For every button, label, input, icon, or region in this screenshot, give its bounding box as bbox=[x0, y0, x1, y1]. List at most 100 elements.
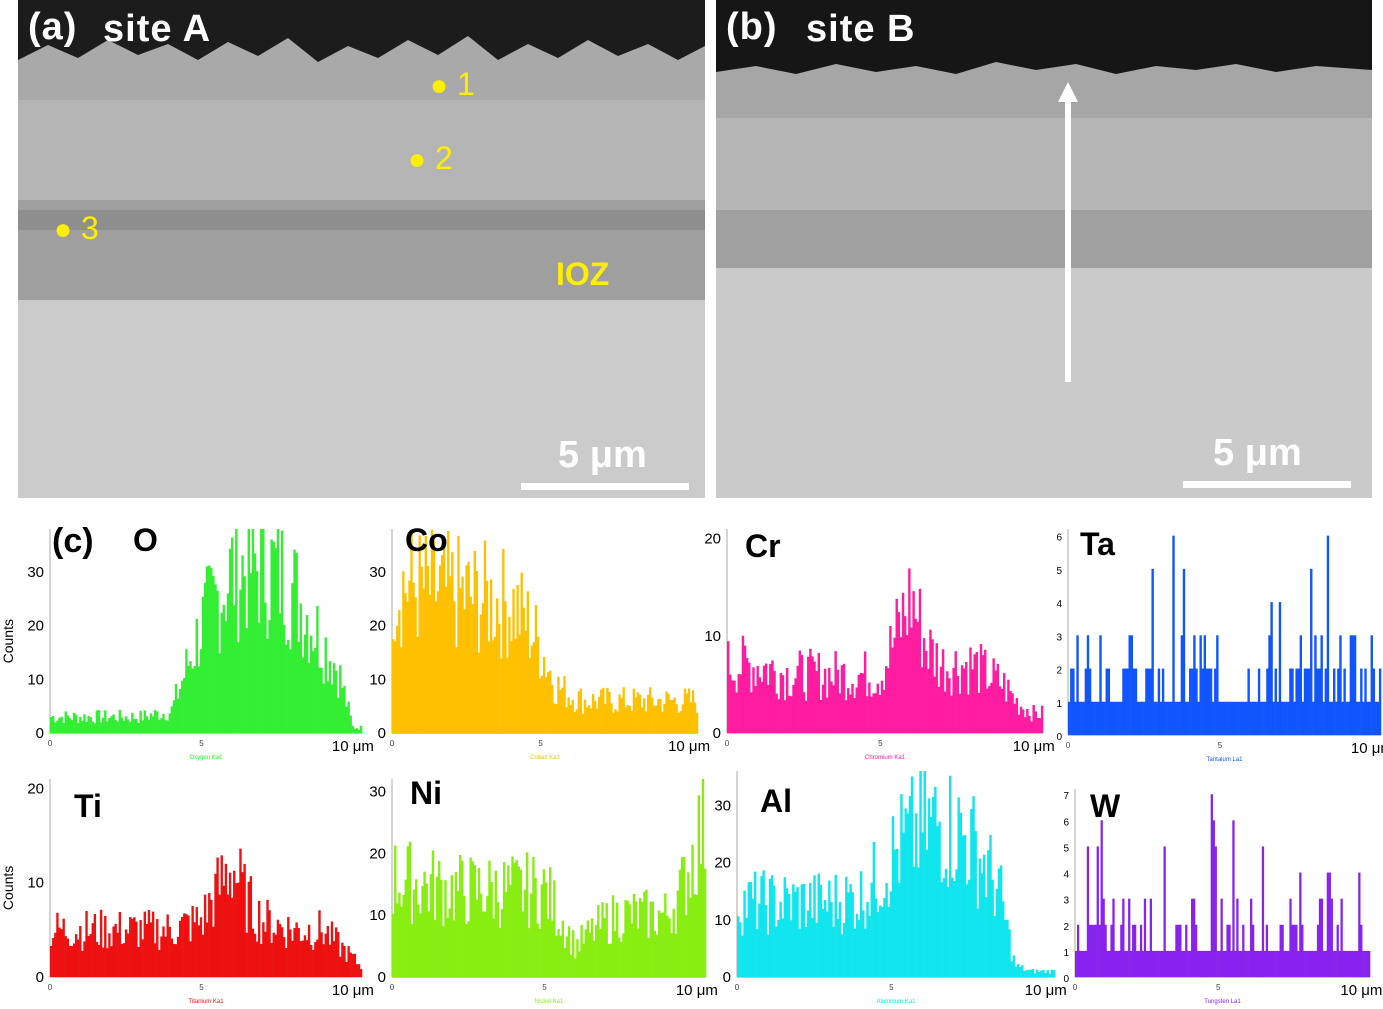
bar-cr-59 bbox=[851, 683, 854, 733]
bar-co-45 bbox=[483, 540, 487, 733]
bar-w-108 bbox=[1287, 950, 1290, 977]
bar-co-51 bbox=[496, 598, 499, 733]
bar-co-124 bbox=[644, 711, 648, 733]
bar-cr-22 bbox=[773, 670, 776, 733]
y-tick-al-3: 30 bbox=[714, 797, 731, 814]
bar-ti-54 bbox=[162, 926, 165, 977]
bar-w-72 bbox=[1216, 950, 1219, 977]
bar-ta-95 bbox=[1266, 668, 1269, 735]
bar-ti-107 bbox=[272, 932, 275, 977]
bar-ni-6 bbox=[404, 879, 407, 977]
bar-ti-89 bbox=[235, 883, 238, 977]
bar-o-2 bbox=[54, 722, 57, 733]
bar-ta-16 bbox=[1101, 701, 1104, 735]
bar-ti-116 bbox=[291, 940, 294, 977]
bar-co-111 bbox=[618, 694, 621, 733]
bar-cr-52 bbox=[836, 669, 839, 733]
bar-ta-148 bbox=[1376, 701, 1380, 735]
bar-w-11 bbox=[1096, 846, 1099, 977]
bar-al-9 bbox=[756, 929, 759, 977]
bar-ta-36 bbox=[1143, 701, 1146, 735]
bar-ni-146 bbox=[697, 795, 701, 977]
bar-w-81 bbox=[1234, 950, 1237, 977]
bar-al-134 bbox=[1021, 965, 1024, 977]
x-tick-al-0: 0 bbox=[735, 983, 740, 992]
bar-ti-62 bbox=[178, 920, 182, 977]
bar-o-43 bbox=[139, 710, 142, 733]
y-tick-cr-2: 20 bbox=[704, 531, 721, 548]
bar-ta-35 bbox=[1141, 701, 1144, 735]
bar-ta-144 bbox=[1368, 701, 1371, 735]
bar-o-144 bbox=[349, 715, 352, 733]
bar-w-106 bbox=[1283, 950, 1286, 977]
bar-o-110 bbox=[278, 613, 282, 733]
bar-o-109 bbox=[276, 529, 280, 733]
bar-co-46 bbox=[485, 580, 489, 733]
bar-o-56 bbox=[166, 720, 169, 733]
bar-w-77 bbox=[1226, 924, 1229, 977]
bar-ni-142 bbox=[689, 897, 692, 977]
bar-ta-46 bbox=[1163, 701, 1167, 735]
bar-cr-88 bbox=[912, 591, 915, 733]
bar-cr-61 bbox=[855, 687, 858, 733]
x-tick-co-0: 0 bbox=[390, 739, 395, 748]
bar-w-17 bbox=[1108, 950, 1111, 977]
panel-b-title: site B bbox=[806, 8, 916, 50]
bar-al-53 bbox=[849, 884, 852, 977]
axis-caption-ti: Titanium Ka1 bbox=[188, 999, 224, 1005]
bar-w-148 bbox=[1366, 950, 1369, 977]
bar-co-28 bbox=[449, 576, 452, 733]
bar-w-46 bbox=[1165, 950, 1168, 977]
bar-co-135 bbox=[667, 693, 670, 733]
bar-cr-116 bbox=[971, 669, 974, 733]
bar-co-136 bbox=[669, 700, 672, 733]
bar-cr-55 bbox=[842, 663, 846, 733]
bar-co-64 bbox=[522, 607, 525, 733]
bar-w-65 bbox=[1202, 950, 1206, 977]
bar-ta-125 bbox=[1328, 701, 1332, 735]
bar-ta-142 bbox=[1364, 668, 1367, 735]
bar-o-88 bbox=[233, 605, 236, 733]
bar-ta-98 bbox=[1272, 701, 1275, 735]
x-tick-cr-10: 10 μm bbox=[1013, 738, 1055, 755]
bar-cr-133 bbox=[1007, 679, 1010, 733]
bar-ni-144 bbox=[693, 894, 696, 977]
bar-ta-81 bbox=[1237, 701, 1240, 735]
bar-ni-45 bbox=[486, 896, 489, 977]
bar-co-25 bbox=[443, 539, 446, 733]
bar-o-47 bbox=[147, 719, 151, 733]
bar-co-144 bbox=[685, 693, 689, 733]
bar-ni-130 bbox=[664, 893, 667, 977]
bar-ti-38 bbox=[129, 917, 132, 977]
bar-ni-120 bbox=[643, 891, 646, 977]
bar-ni-53 bbox=[502, 861, 506, 977]
bar-cr-136 bbox=[1013, 703, 1016, 733]
bar-co-61 bbox=[516, 585, 519, 733]
bar-al-94 bbox=[936, 826, 939, 977]
bar-ta-113 bbox=[1303, 668, 1307, 735]
bar-o-73 bbox=[201, 596, 205, 733]
bar-co-40 bbox=[473, 551, 476, 733]
bar-w-149 bbox=[1368, 950, 1371, 977]
bar-al-107 bbox=[963, 835, 967, 977]
bar-co-147 bbox=[691, 690, 695, 733]
bar-cr-47 bbox=[826, 697, 829, 733]
bar-ta-110 bbox=[1297, 668, 1300, 735]
bar-al-63 bbox=[870, 882, 873, 977]
bar-co-77 bbox=[549, 670, 552, 733]
bar-ti-144 bbox=[349, 952, 352, 977]
bar-o-125 bbox=[310, 635, 313, 733]
bar-ni-41 bbox=[477, 868, 481, 977]
y-tick-co-3: 30 bbox=[369, 564, 386, 581]
bar-ta-115 bbox=[1307, 668, 1311, 735]
bar-al-126 bbox=[1004, 919, 1007, 977]
bar-o-90 bbox=[237, 642, 240, 733]
bar-o-127 bbox=[314, 647, 317, 733]
bar-co-68 bbox=[530, 645, 534, 733]
bar-ti-49 bbox=[151, 911, 155, 977]
bar-ni-67 bbox=[532, 856, 535, 977]
panel-c-label: (c) bbox=[52, 522, 94, 560]
bar-co-31 bbox=[455, 647, 458, 733]
bar-ti-33 bbox=[118, 912, 122, 977]
bar-cr-91 bbox=[918, 588, 922, 733]
